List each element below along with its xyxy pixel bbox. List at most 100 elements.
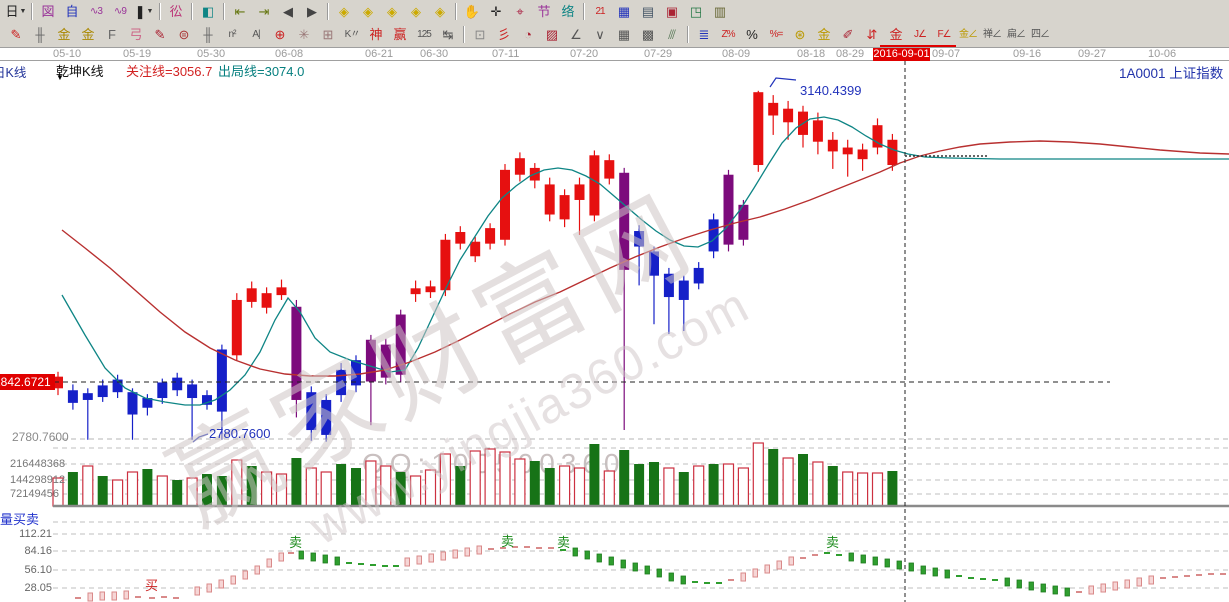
gold-grid-alt-icon[interactable]: 金 [81,27,95,42]
square-n2-icon[interactable]: n² [228,28,237,40]
pen-grid-icon[interactable]: ✎ [154,27,166,42]
exit-line-label: 出局线=3074.0 [218,64,305,79]
gann-fan-icon[interactable]: ◔ [524,27,532,42]
note-list-icon[interactable]: 自 [65,4,79,19]
toolbar-separator [223,3,225,20]
z-percent-icon[interactable]: Z% [721,28,736,40]
wave-tool-icon[interactable]: 络 [561,4,575,19]
ying-grid-icon[interactable]: 赢 [393,27,407,42]
gann-tool-icon[interactable]: 节 [537,4,551,19]
toolbar-separator [191,3,193,20]
buy-signal-label: 买 [145,578,159,593]
save-icon[interactable]: ▣ [665,4,679,19]
sell-signal-label: 卖 [826,535,840,550]
gann-box-icon[interactable]: ▨ [545,27,559,42]
gold-lines-icon[interactable]: 金 [817,27,831,42]
diamond-full-icon[interactable]: ◈ [435,4,445,19]
figure-icon[interactable]: 彸 [169,4,183,19]
level-price-badge: 2842.6721 [0,374,55,390]
pan-hand-icon[interactable]: ✋ [463,4,481,19]
gann-rays-icon[interactable]: 彡 [497,27,511,42]
calendar-icon[interactable]: 21 [595,5,605,17]
flat-angle-icon[interactable]: 扁∠ [1007,28,1026,40]
volume-scale-label: 216448368 [10,458,66,470]
toolbar-separator [583,3,585,20]
toolbar-row-1: 日 ▼ 図自 ∿3 ∿9 ❚ ▼ 彸 ◧ ⇤ ⇥ ◀ ▶ ◈ ◈ ◈ ◈ ◈ ✋ ✛ ⌖ 节络 21 ▦ ▤ ▣ ◳ ▥ [0,0,1229,23]
color-bars-icon[interactable]: ◧ [201,4,215,19]
steps-icon[interactable]: ≣ [698,27,710,42]
angle-a-icon[interactable]: A| [252,28,260,40]
toolbar-separator [455,3,457,20]
updown-triangles-icon[interactable]: ⇵ [866,27,878,42]
wave-3-icon[interactable]: ∿3 [90,5,103,17]
gold-angle-icon[interactable]: 金∠ [959,28,978,40]
diamond-hscroll-icon[interactable]: ◈ [339,4,349,19]
f-angle-icon[interactable]: F∠ [937,28,951,40]
star-rays-icon[interactable]: ✳ [298,27,310,42]
cart-icon[interactable]: ▥ [713,4,727,19]
indicator-scale-label: 112.21 [19,528,52,540]
sell-signal-label: 卖 [557,535,571,550]
shen-grid-icon[interactable]: 神 [369,27,383,42]
sell-signal-label: 卖 [501,534,515,549]
diamond-split-icon[interactable]: ◈ [411,4,421,19]
gold-grid-icon[interactable]: 金 [57,27,71,42]
box-measure-icon[interactable]: ⊡ [474,27,486,42]
spiral-icon[interactable]: 弓 [129,27,143,42]
parallel-lines-icon[interactable]: ⫻ [668,27,676,42]
circle-cycle-icon[interactable]: ⊜ [178,27,190,42]
go-prev-icon[interactable]: ◀ [283,4,293,19]
price-grid-icon[interactable]: ▦ [617,27,631,42]
go-last-icon[interactable]: ⇥ [258,4,270,19]
go-first-icon[interactable]: ⇤ [234,4,246,19]
boxed-rays-icon[interactable]: ⊞ [322,27,334,42]
date-tick: 09-27 [1078,48,1107,60]
diamond-vscroll-icon[interactable]: ◈ [363,4,373,19]
trend-angle-icon[interactable]: ∠ [570,27,582,42]
date-tick: 08-09 [722,48,751,60]
ruler-125-icon[interactable]: 125 [417,28,432,40]
date-tick: 07-20 [570,48,599,60]
picker-icon[interactable]: ⌖ [516,4,524,19]
grid-lines-icon[interactable]: ╫ [35,27,45,42]
bar-width-icon[interactable]: ↹ [442,27,454,42]
send-icon[interactable]: ◳ [689,4,703,19]
time-grid-icon[interactable]: ╫ [203,27,213,42]
indicator-scale-label: 28.05 [24,582,52,594]
percent-lines-icon[interactable]: %= [769,28,784,40]
gold-circle-icon[interactable]: ⊛ [794,27,806,42]
crosshair-icon[interactable]: ✛ [490,4,502,19]
toolbar-separator [159,3,161,20]
dropdown-triangle-icon[interactable]: ▼ [56,73,64,82]
candle-style-button[interactable]: ❚ ▼ [134,4,154,19]
vee-lines-icon[interactable]: ∨ [595,27,605,42]
date-tick: 06-21 [365,48,394,60]
chan-angle-icon[interactable]: 禅∠ [983,28,1002,40]
peak-price-annotation: 3140.4399 [800,83,862,98]
fib-grid-icon[interactable]: F [108,27,116,42]
calculator-icon[interactable]: ▦ [617,4,631,19]
pattern-search-icon[interactable]: 図 [41,4,55,19]
target-circle-icon[interactable]: ⊕ [274,27,286,42]
toolbar-separator [463,26,465,43]
date-axis: 05-10 05-19 05-30 06-08 06-21 06-30 07-11 07-20… [0,48,1229,60]
percent-icon[interactable]: % [746,27,758,42]
j-angle-icon[interactable]: J∠ [914,28,927,40]
toolbar-row-2: ✎ ╫ 金金 F 弓 ✎ ⊜ ╫ n² A| ⊕ ✳ ⊞ K〃神赢 125 ↹ ⊡ 彡 ◔ ▨ ∠ ∨ ▦ ▩ ⫻ ≣ Z%% %= ⊛… [0,23,1229,46]
measure-pen-icon[interactable]: ✐ [842,27,854,42]
price-grid-arrow-icon[interactable]: ▩ [641,27,655,42]
wave-9-icon[interactable]: ∿9 [114,5,127,17]
k-marks-icon[interactable]: K〃 [344,28,361,40]
diamond-zoom-icon[interactable]: ◈ [387,4,397,19]
date-tick: 06-08 [275,48,304,60]
draw-line-icon[interactable]: ✎ [10,27,22,42]
go-next-icon[interactable]: ▶ [307,4,317,19]
notepad-icon[interactable]: ▤ [641,4,655,19]
gold-box-icon[interactable]: 金 [889,27,903,42]
four-angle-icon[interactable]: 四∠ [1031,28,1050,40]
period-day-button[interactable]: 日 ▼ [5,4,27,19]
date-tick: 05-19 [123,48,152,60]
toolbar: 日 ▼ 図自 ∿3 ∿9 ❚ ▼ 彸 ◧ ⇤ ⇥ ◀ ▶ ◈ ◈ ◈ ◈ ◈ ✋ ✛ ⌖ 节络 21 ▦ ▤ ▣ ◳ ▥ ✎ ╫ 金金 F 弓… [0,0,1229,48]
overlay-name-label[interactable]: 乾坤K线 [56,64,104,79]
